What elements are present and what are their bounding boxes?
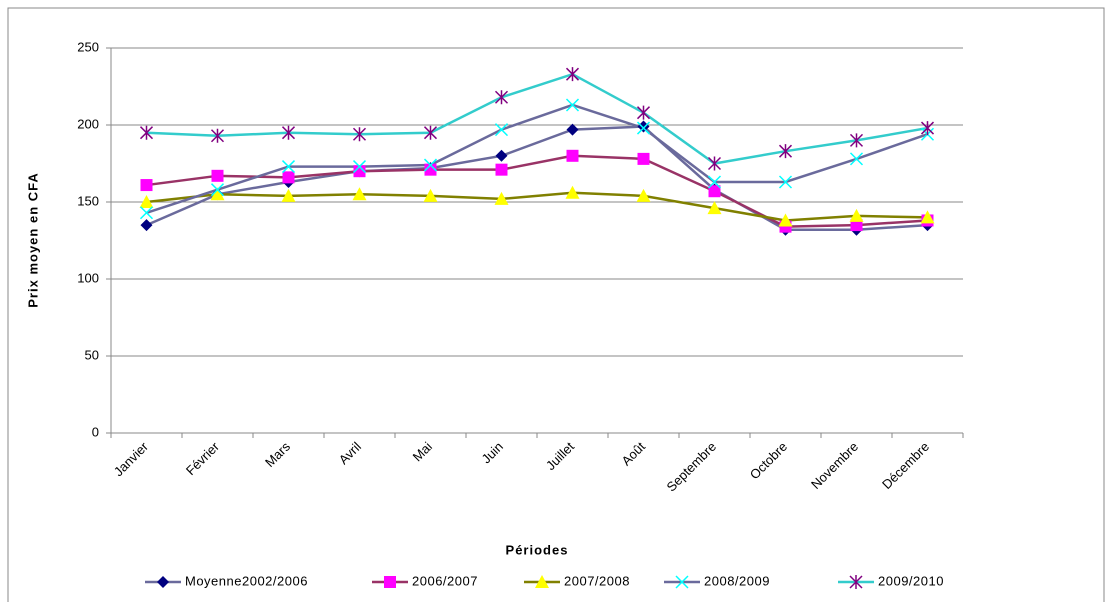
- y-tick-label: 200: [77, 116, 99, 131]
- marker: [849, 575, 863, 589]
- marker: [636, 105, 651, 120]
- marker: [281, 160, 296, 174]
- marker: [707, 175, 722, 189]
- marker: [849, 152, 864, 166]
- marker: [139, 195, 154, 208]
- marker: [282, 171, 295, 184]
- series-line: [146, 125, 928, 231]
- marker: [675, 575, 689, 589]
- marker: [850, 219, 863, 232]
- series-line: [146, 191, 928, 222]
- legend-label: 2007/2008: [564, 573, 630, 588]
- marker: [920, 121, 935, 136]
- marker: [636, 188, 651, 202]
- series-line: [146, 103, 928, 214]
- marker: [157, 576, 169, 588]
- marker: [424, 163, 437, 176]
- y-axis-title: Prix moyen en CFA: [25, 172, 40, 307]
- legend-label: 2008/2009: [704, 573, 770, 588]
- marker: [495, 149, 508, 162]
- marker: [566, 123, 579, 136]
- marker: [708, 185, 721, 198]
- marker: [140, 219, 153, 232]
- marker: [210, 128, 225, 143]
- marker: [210, 183, 225, 197]
- marker: [707, 201, 722, 215]
- marker: [139, 125, 154, 140]
- marker: [535, 575, 549, 588]
- y-tick-label: 250: [77, 39, 99, 54]
- marker: [281, 188, 296, 202]
- marker: [495, 163, 508, 176]
- marker: [139, 206, 154, 220]
- marker: [494, 90, 509, 105]
- marker: [423, 125, 438, 140]
- marker: [384, 576, 396, 588]
- marker: [494, 123, 509, 137]
- marker: [494, 191, 509, 205]
- marker: [353, 165, 366, 178]
- legend-label: Moyenne2002/2006: [185, 573, 308, 588]
- marker: [352, 187, 367, 201]
- chart-frame: [7, 7, 1105, 602]
- marker: [565, 185, 580, 199]
- marker: [352, 160, 367, 174]
- y-tick-label: 150: [77, 193, 99, 208]
- marker: [778, 144, 793, 159]
- marker: [636, 121, 651, 135]
- x-axis-title: Périodes: [506, 542, 569, 557]
- marker: [423, 188, 438, 202]
- legend-label: 2006/2007: [412, 573, 478, 588]
- y-tick-label: 0: [92, 424, 99, 439]
- marker: [637, 152, 650, 165]
- series-line: [146, 154, 928, 228]
- series-line: [146, 72, 928, 165]
- marker: [211, 169, 224, 182]
- marker: [637, 120, 650, 133]
- marker: [423, 158, 438, 172]
- marker: [210, 187, 225, 201]
- marker: [140, 179, 153, 192]
- marker: [565, 67, 580, 82]
- marker: [920, 210, 935, 224]
- marker: [778, 213, 793, 227]
- marker: [352, 127, 367, 142]
- marker: [849, 133, 864, 148]
- marker: [778, 175, 793, 189]
- marker: [707, 156, 722, 171]
- marker: [849, 208, 864, 222]
- legend-label: 2009/2010: [878, 573, 944, 588]
- marker: [566, 149, 579, 162]
- y-tick-label: 50: [85, 347, 99, 362]
- marker: [281, 125, 296, 140]
- marker: [565, 98, 580, 112]
- y-tick-label: 100: [77, 270, 99, 285]
